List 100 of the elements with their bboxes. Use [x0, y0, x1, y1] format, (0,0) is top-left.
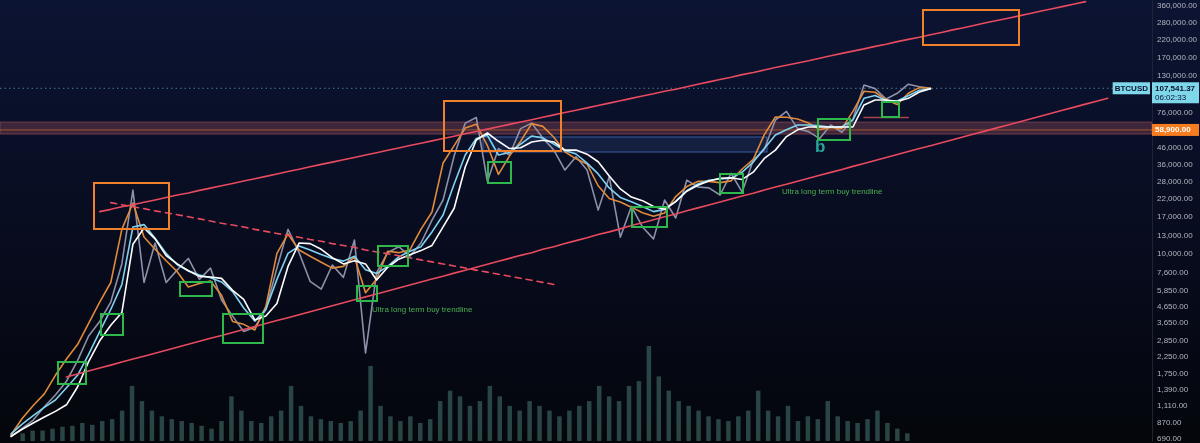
- bar: [427, 419, 433, 441]
- bar: [20, 433, 25, 441]
- bar: [437, 401, 443, 441]
- bar: [90, 424, 95, 441]
- bar: [865, 419, 870, 441]
- annotation: BTCUSD: [1114, 83, 1149, 93]
- bar: [855, 422, 860, 441]
- y-tick-label: 1,750.00: [1157, 369, 1189, 379]
- y-tick-label: 690.00: [1157, 433, 1183, 443]
- annotation: Ultra long term buy trendline: [372, 304, 474, 314]
- y-tick-label: 4,650.00: [1157, 301, 1189, 311]
- bar: [775, 416, 781, 441]
- bar: [885, 422, 890, 441]
- y-tick-label: 870.00: [1157, 417, 1183, 427]
- bar: [408, 416, 413, 441]
- bar: [368, 365, 373, 441]
- y-tick-label: 2,250.00: [1157, 351, 1189, 361]
- bar: [716, 419, 721, 441]
- bar: [30, 430, 35, 441]
- y-tick-label: 13,000.00: [1157, 230, 1194, 240]
- bar: [209, 428, 214, 441]
- bar: [179, 421, 184, 441]
- bar: [895, 428, 900, 441]
- bar: [587, 401, 592, 441]
- bar: [40, 430, 45, 441]
- bar: [845, 421, 850, 441]
- bar: [905, 433, 910, 441]
- bar: [318, 419, 324, 441]
- bar: [557, 416, 562, 441]
- y-tick-label: 2,850.00: [1157, 335, 1189, 345]
- y-tick-label: 76,000.00: [1157, 108, 1194, 118]
- bar: [517, 410, 522, 441]
- y-tick-label: 280,000.00: [1157, 18, 1198, 28]
- y-tick-label: 17,000.00: [1157, 212, 1194, 221]
- bar: [527, 401, 532, 441]
- bar: [875, 410, 880, 441]
- bar: [109, 419, 115, 441]
- bar: [815, 419, 821, 441]
- bar: [139, 401, 145, 441]
- bar: [567, 410, 572, 441]
- annotation: b: [815, 136, 826, 156]
- bar: [388, 416, 393, 441]
- bar: [80, 422, 85, 441]
- bar: [457, 396, 463, 441]
- text: 06:02:33: [1155, 92, 1187, 102]
- bar: [249, 421, 254, 441]
- bar: [686, 405, 691, 441]
- bar: [199, 425, 204, 441]
- bar: [736, 416, 741, 441]
- bar: [378, 405, 383, 441]
- bar: [169, 419, 175, 441]
- bar: [219, 421, 224, 441]
- annotation: Ultra long term buy trendline: [782, 186, 884, 196]
- y-tick-label: 170,000.00: [1157, 52, 1198, 62]
- bar: [795, 421, 801, 441]
- bar: [50, 428, 55, 441]
- y-tick-label: 130,000.00: [1157, 71, 1198, 81]
- bar: [497, 396, 503, 441]
- bar: [159, 416, 165, 441]
- y-tick-label: 1,390.00: [1157, 385, 1189, 395]
- bar: [99, 421, 105, 441]
- ref-line-label: 58,900.00: [1155, 125, 1192, 135]
- bar: [706, 416, 711, 441]
- y-tick-label: 220,000.00: [1157, 34, 1198, 44]
- y-tick-label: 46,000.00: [1157, 143, 1194, 153]
- bar: [358, 410, 363, 441]
- y-tick-label: 3,650.00: [1157, 318, 1189, 328]
- ref-line-label: 107,541.37: [1155, 83, 1196, 93]
- bar: [805, 416, 811, 441]
- bar: [547, 410, 552, 441]
- bar: [477, 401, 483, 441]
- bar: [60, 426, 65, 441]
- y-tick-label: 36,000.00: [1157, 160, 1194, 170]
- bar: [189, 422, 194, 441]
- y-tick-label: 360,000.00: [1157, 0, 1198, 10]
- bar: [398, 421, 403, 441]
- bar: [229, 396, 234, 441]
- bar: [577, 405, 582, 441]
- bar: [328, 421, 334, 441]
- bar: [726, 421, 731, 441]
- y-tick-label: 10,000.00: [1157, 248, 1194, 258]
- y-tick-label: 7,600.00: [1157, 267, 1189, 277]
- line-series: [65, 97, 1109, 378]
- bar: [825, 401, 831, 441]
- bar: [746, 410, 751, 441]
- bar: [308, 416, 314, 441]
- bar: [507, 405, 512, 441]
- bar: [348, 421, 353, 441]
- bar: [418, 422, 423, 441]
- y-tick-label: 5,850.00: [1157, 285, 1189, 295]
- bar: [70, 425, 75, 441]
- bar: [696, 410, 701, 441]
- bar: [537, 405, 542, 441]
- bar: [616, 401, 622, 441]
- y-tick-label: 28,000.00: [1157, 177, 1194, 187]
- bar: [239, 410, 244, 441]
- bar: [268, 416, 274, 441]
- bar: [835, 416, 840, 441]
- bar: [656, 376, 662, 441]
- bar: [636, 381, 642, 441]
